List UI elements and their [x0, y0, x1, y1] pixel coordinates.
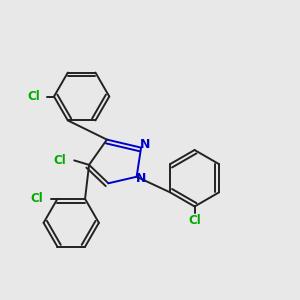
Text: N: N: [136, 172, 146, 185]
Text: N: N: [140, 138, 151, 151]
Text: Cl: Cl: [27, 90, 40, 103]
Text: Cl: Cl: [53, 154, 66, 167]
Text: Cl: Cl: [31, 192, 44, 206]
Text: Cl: Cl: [188, 214, 201, 227]
